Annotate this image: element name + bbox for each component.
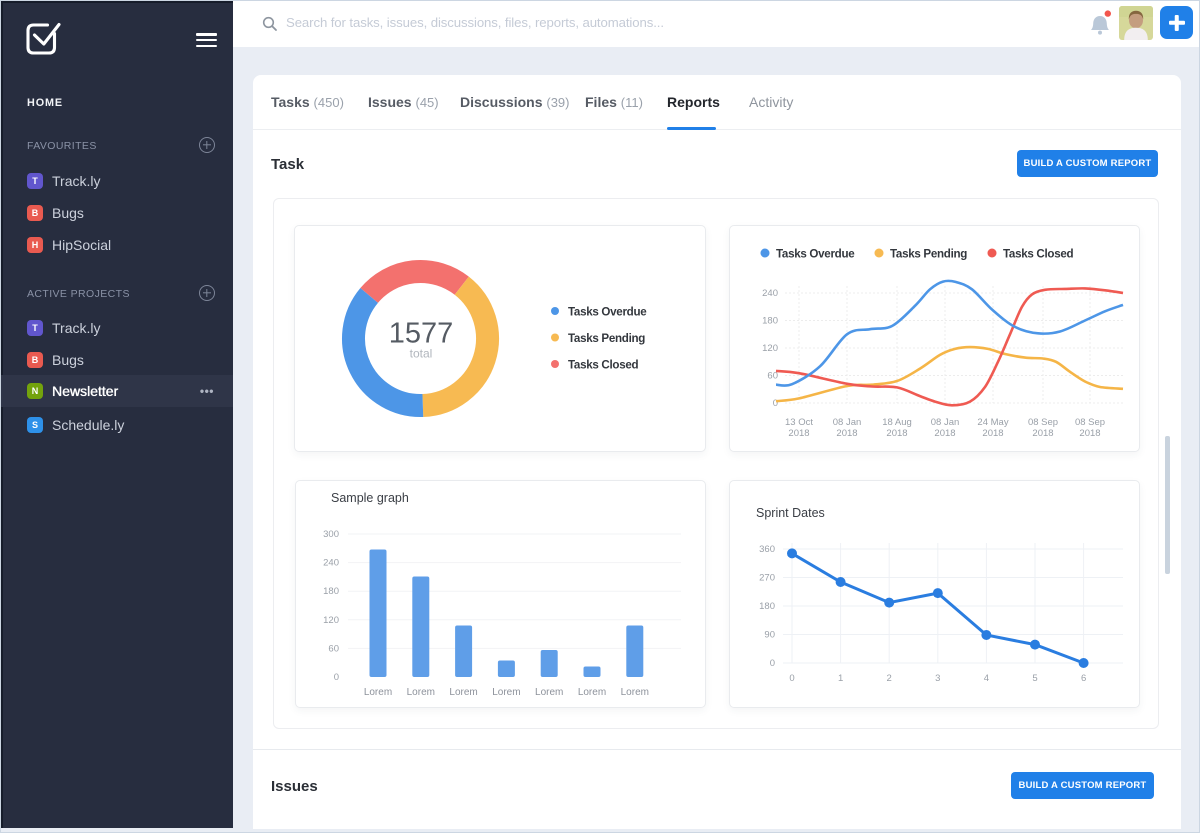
svg-text:1577: 1577 (389, 318, 454, 350)
svg-text:90: 90 (764, 630, 775, 641)
svg-text:Lorem: Lorem (621, 687, 649, 698)
svg-text:Tasks Closed: Tasks Closed (568, 359, 639, 372)
svg-text:Sprint Dates: Sprint Dates (756, 506, 825, 520)
svg-text:2018: 2018 (788, 428, 809, 439)
svg-text:2018: 2018 (886, 428, 907, 439)
svg-text:2018: 2018 (982, 428, 1003, 439)
svg-text:13 Oct: 13 Oct (785, 417, 813, 428)
svg-text:1: 1 (838, 673, 843, 684)
svg-text:24 May: 24 May (977, 417, 1008, 428)
svg-text:4: 4 (984, 673, 989, 684)
svg-text:60: 60 (767, 371, 778, 382)
svg-text:Lorem: Lorem (578, 687, 606, 698)
svg-text:2: 2 (887, 673, 892, 684)
svg-text:270: 270 (759, 573, 775, 584)
svg-text:180: 180 (323, 586, 339, 597)
svg-text:6: 6 (1081, 673, 1086, 684)
svg-text:2018: 2018 (1032, 428, 1053, 439)
svg-text:08 Sep: 08 Sep (1075, 417, 1105, 428)
svg-text:Tasks Overdue: Tasks Overdue (776, 248, 855, 261)
svg-text:08 Jan: 08 Jan (833, 417, 862, 428)
svg-text:5: 5 (1032, 673, 1037, 684)
svg-text:3: 3 (935, 673, 940, 684)
svg-text:total: total (410, 347, 433, 361)
svg-text:60: 60 (328, 643, 339, 654)
svg-text:2018: 2018 (934, 428, 955, 439)
svg-text:Lorem: Lorem (364, 687, 392, 698)
svg-text:Lorem: Lorem (535, 687, 563, 698)
svg-text:08 Sep: 08 Sep (1028, 417, 1058, 428)
svg-text:180: 180 (762, 316, 778, 327)
svg-text:120: 120 (762, 343, 778, 354)
svg-text:Sample graph: Sample graph (331, 491, 409, 505)
svg-text:0: 0 (773, 398, 778, 409)
svg-text:180: 180 (759, 601, 775, 612)
svg-text:Lorem: Lorem (492, 687, 520, 698)
svg-text:Tasks Pending: Tasks Pending (568, 332, 645, 345)
svg-text:Lorem: Lorem (407, 687, 435, 698)
svg-text:0: 0 (770, 658, 775, 669)
svg-text:0: 0 (789, 673, 794, 684)
svg-text:Lorem: Lorem (449, 687, 477, 698)
svg-text:240: 240 (762, 288, 778, 299)
svg-text:120: 120 (323, 615, 339, 626)
svg-text:Tasks Pending: Tasks Pending (890, 248, 967, 261)
svg-text:2018: 2018 (836, 428, 857, 439)
svg-text:300: 300 (323, 529, 339, 540)
svg-text:0: 0 (334, 672, 339, 683)
svg-text:18 Aug: 18 Aug (882, 417, 912, 428)
svg-text:2018: 2018 (1079, 428, 1100, 439)
svg-text:08 Jan: 08 Jan (931, 417, 960, 428)
svg-text:240: 240 (323, 558, 339, 569)
svg-text:Tasks Closed: Tasks Closed (1003, 248, 1074, 261)
svg-text:360: 360 (759, 544, 775, 555)
svg-text:Tasks Overdue: Tasks Overdue (568, 306, 647, 319)
